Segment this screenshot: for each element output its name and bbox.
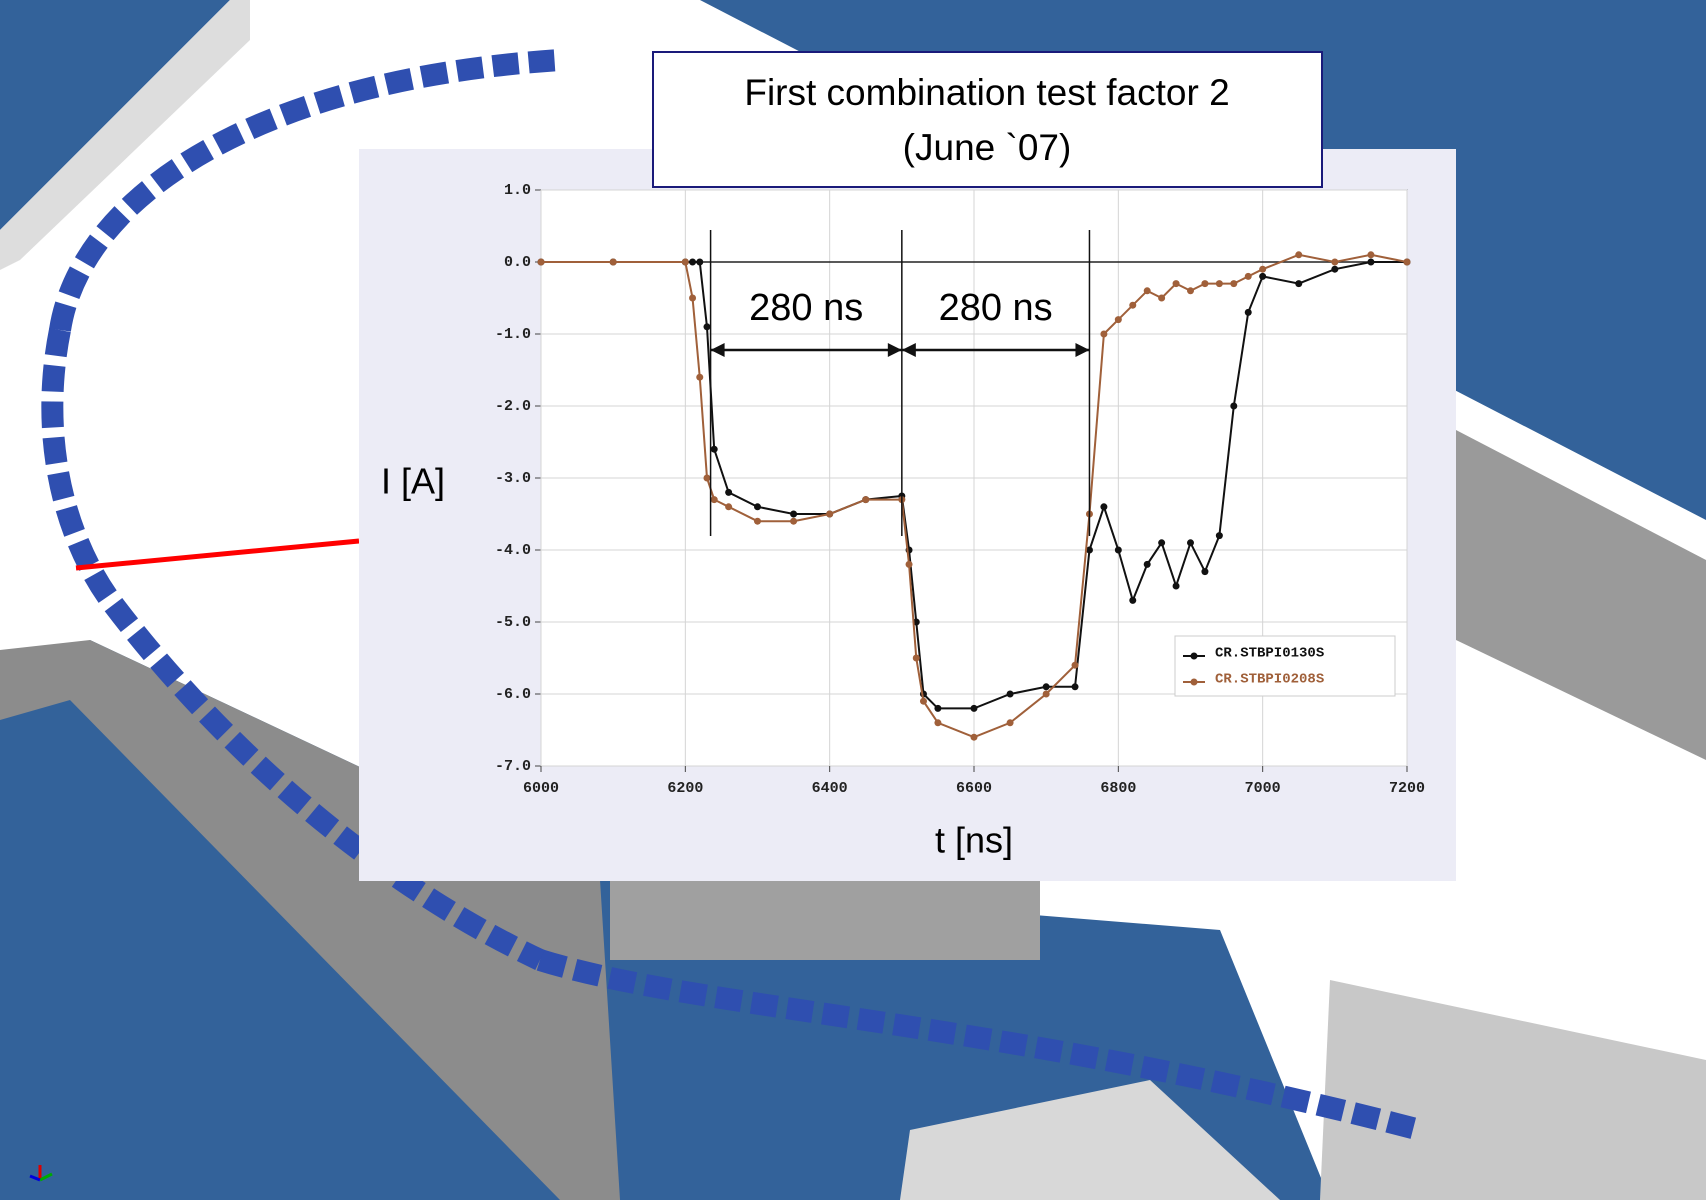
- data-point: [1007, 719, 1014, 726]
- data-point: [1072, 662, 1079, 669]
- legend-label: CR.STBPI0208S: [1215, 672, 1324, 688]
- data-point: [1158, 295, 1165, 302]
- data-point: [1072, 683, 1079, 690]
- building: [610, 880, 1040, 960]
- data-point: [1230, 280, 1237, 287]
- data-point: [711, 446, 718, 453]
- data-point: [689, 295, 696, 302]
- data-point: [1404, 259, 1411, 266]
- x-tick-label: 6800: [1100, 780, 1136, 797]
- data-point: [826, 511, 833, 518]
- annotation: 280 ns: [939, 287, 1053, 329]
- data-point: [1144, 287, 1151, 294]
- data-point: [1173, 583, 1180, 590]
- data-point: [934, 719, 941, 726]
- data-point: [703, 323, 710, 330]
- data-point: [1331, 259, 1338, 266]
- data-point: [682, 259, 689, 266]
- data-point: [1216, 532, 1223, 539]
- data-point: [1144, 561, 1151, 568]
- data-point: [1331, 266, 1338, 273]
- data-point: [1367, 251, 1374, 258]
- x-tick-label: 7200: [1389, 780, 1425, 797]
- x-tick-label: 7000: [1245, 780, 1281, 797]
- data-point: [790, 511, 797, 518]
- data-point: [1230, 403, 1237, 410]
- x-tick-label: 6600: [956, 780, 992, 797]
- data-point: [934, 705, 941, 712]
- data-point: [725, 489, 732, 496]
- data-point: [920, 698, 927, 705]
- data-point: [1187, 287, 1194, 294]
- annotation: 280 ns: [749, 287, 863, 329]
- data-point: [1129, 302, 1136, 309]
- data-point: [1007, 691, 1014, 698]
- data-point: [1173, 280, 1180, 287]
- data-point: [906, 561, 913, 568]
- data-point: [1259, 273, 1266, 280]
- data-point: [1245, 273, 1252, 280]
- x-axis-label: t [ns]: [935, 820, 1013, 861]
- data-point: [696, 259, 703, 266]
- y-tick-label: 0.0: [504, 254, 531, 271]
- data-point: [1115, 547, 1122, 554]
- data-point: [862, 496, 869, 503]
- y-tick-label: -5.0: [495, 614, 531, 631]
- data-point: [1259, 266, 1266, 273]
- legend-swatch: [1191, 679, 1198, 686]
- page: I [A] t [ns] First combination test fact…: [0, 0, 1706, 1200]
- data-point: [1043, 691, 1050, 698]
- data-point: [689, 259, 696, 266]
- data-point: [790, 518, 797, 525]
- data-point: [1115, 316, 1122, 323]
- y-tick-label: -4.0: [495, 542, 531, 559]
- chart-title: First combination test factor 2: [744, 72, 1229, 113]
- data-point: [1201, 568, 1208, 575]
- data-point: [1216, 280, 1223, 287]
- y-tick-label: -6.0: [495, 686, 531, 703]
- chart-subtitle: (June `07): [903, 127, 1072, 168]
- scene: I [A] t [ns] First combination test fact…: [0, 0, 1706, 1200]
- data-point: [1201, 280, 1208, 287]
- data-point: [711, 496, 718, 503]
- data-point: [538, 259, 545, 266]
- data-point: [1245, 309, 1252, 316]
- data-point: [725, 503, 732, 510]
- data-point: [1295, 251, 1302, 258]
- data-point: [1295, 280, 1302, 287]
- y-tick-label: -2.0: [495, 398, 531, 415]
- x-tick-label: 6400: [812, 780, 848, 797]
- legend-label: CR.STBPI0130S: [1215, 646, 1324, 662]
- y-tick-label: -3.0: [495, 470, 531, 487]
- data-point: [971, 734, 978, 741]
- y-tick-label: 1.0: [504, 182, 531, 199]
- data-point: [696, 374, 703, 381]
- data-point: [703, 475, 710, 482]
- data-point: [754, 503, 761, 510]
- data-point: [971, 705, 978, 712]
- data-point: [1043, 683, 1050, 690]
- x-tick-label: 6200: [667, 780, 703, 797]
- data-point: [1100, 503, 1107, 510]
- y-tick-label: -7.0: [495, 758, 531, 775]
- data-point: [1158, 539, 1165, 546]
- data-point: [1187, 539, 1194, 546]
- data-point: [610, 259, 617, 266]
- data-point: [1100, 331, 1107, 338]
- data-point: [913, 655, 920, 662]
- data-point: [1367, 259, 1374, 266]
- data-point: [754, 518, 761, 525]
- legend-swatch: [1191, 653, 1198, 660]
- y-axis-label: I [A]: [381, 461, 445, 502]
- data-point: [1129, 597, 1136, 604]
- x-tick-label: 6000: [523, 780, 559, 797]
- y-tick-label: -1.0: [495, 326, 531, 343]
